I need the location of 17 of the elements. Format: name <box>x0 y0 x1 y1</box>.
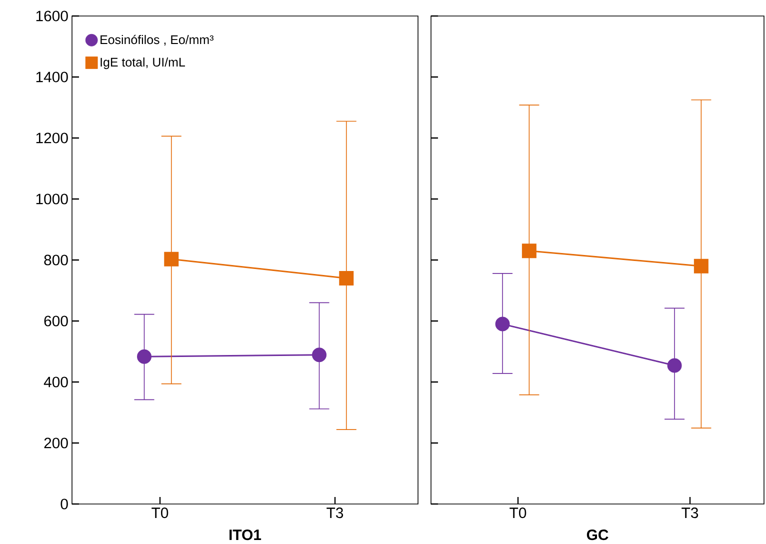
x-axis-title: GC <box>586 530 608 540</box>
x-tick-label: T3 <box>682 508 698 518</box>
x-tick-label: T3 <box>326 508 344 518</box>
y-tick-label: 200 <box>44 438 68 448</box>
x-axis-title: ITO1 <box>230 530 262 540</box>
y-tick-label: 800 <box>44 254 68 266</box>
y-tick-label: 0 <box>60 498 68 510</box>
x-tick-label: T0 <box>510 508 526 518</box>
y-tick-label: 600 <box>44 316 68 326</box>
y-tick-label: 400 <box>44 376 68 388</box>
y-tick-label: 1600 <box>36 10 68 22</box>
x-tick-label: T0 <box>152 508 168 518</box>
legend-label: Eosinófilos , Eo/mm³ <box>100 34 214 46</box>
y-tick-label: 1400 <box>36 72 68 82</box>
y-tick-label: 1200 <box>36 132 68 144</box>
legend-label: IgE total, UI/mL <box>100 57 185 70</box>
y-tick-label: 1000 <box>36 194 68 204</box>
